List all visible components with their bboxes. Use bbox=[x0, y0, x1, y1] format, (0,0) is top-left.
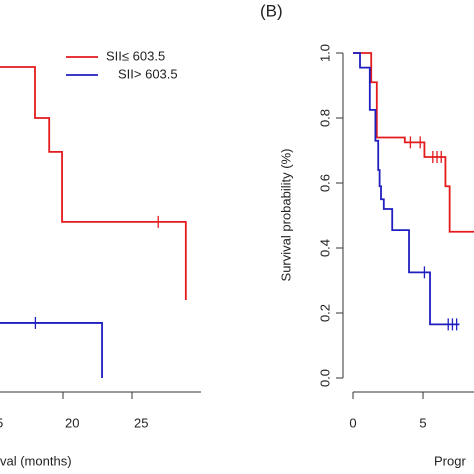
x-tick-label: 20 bbox=[65, 415, 79, 430]
panel-label: (B) bbox=[260, 1, 283, 20]
y-tick-label: 0.2 bbox=[317, 304, 332, 322]
survival-curve bbox=[353, 52, 460, 326]
x-tick-label: 0 bbox=[349, 415, 356, 430]
survival-curve bbox=[0, 322, 103, 378]
legend-label: SII≤ 603.5 bbox=[106, 48, 165, 63]
x-tick-label: 5 bbox=[419, 415, 426, 430]
survival-curve bbox=[353, 52, 474, 233]
y-tick-label: 0.8 bbox=[317, 109, 332, 127]
x-axis-label: val (months) bbox=[0, 453, 72, 468]
x-tick-label: 5 bbox=[0, 415, 3, 430]
y-tick-label: 1.0 bbox=[317, 44, 332, 62]
y-tick-label: 0.0 bbox=[317, 369, 332, 387]
y-tick-label: 0.4 bbox=[317, 239, 332, 257]
survival-curve bbox=[0, 66, 187, 300]
y-axis-label: Survival probability (%) bbox=[278, 149, 293, 282]
x-tick-label: 25 bbox=[134, 415, 148, 430]
y-tick-label: 0.6 bbox=[317, 174, 332, 192]
legend-label: SII> 603.5 bbox=[118, 66, 178, 81]
x-axis-label: Progr bbox=[434, 453, 466, 468]
